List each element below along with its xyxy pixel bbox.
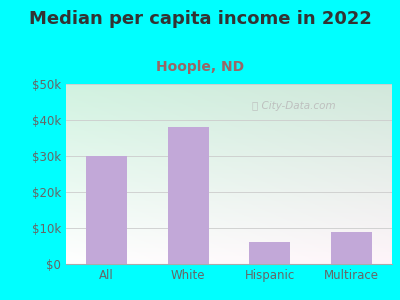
Text: ⦾ City-Data.com: ⦾ City-Data.com	[252, 100, 336, 111]
Bar	[249, 242, 290, 264]
Text: Median per capita income in 2022: Median per capita income in 2022	[28, 11, 372, 28]
Bar	[86, 156, 127, 264]
Text: Hoople, ND: Hoople, ND	[156, 60, 244, 74]
Bar	[168, 127, 209, 264]
Bar	[331, 232, 372, 264]
